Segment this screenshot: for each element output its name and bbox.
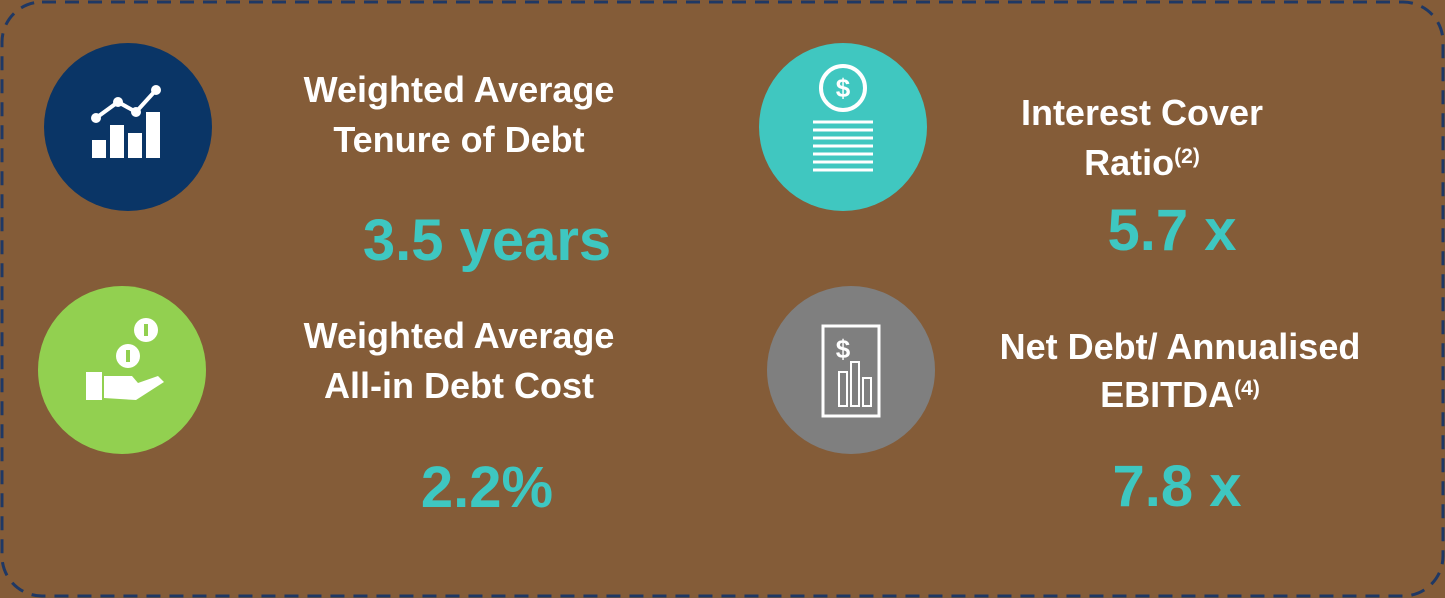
svg-text:$: $	[836, 73, 851, 103]
svg-text:$: $	[836, 334, 851, 364]
metric-value: 3.5 years	[363, 208, 611, 273]
metric-title: All-in Debt Cost	[324, 365, 594, 406]
metric-value: 2.2%	[421, 455, 553, 520]
metric-value: 7.8 x	[1113, 454, 1242, 519]
metric-title: Interest Cover	[1021, 92, 1263, 133]
report-icon: $	[767, 286, 935, 454]
metric-title: Tenure of Debt	[333, 119, 584, 160]
metric-title: Ratio(2)	[1084, 142, 1200, 183]
metric-title: Net Debt/ Annualised	[1000, 326, 1361, 367]
metric-title: Weighted Average	[304, 69, 615, 110]
metric-superscript: (2)	[1174, 145, 1200, 168]
chart-icon	[44, 43, 212, 211]
metric-superscript: (4)	[1234, 377, 1260, 400]
metric-title-line: Ratio	[1084, 142, 1174, 183]
coins-hand-icon	[38, 286, 206, 454]
metric-title: Weighted Average	[304, 315, 615, 356]
dollar-icon: $	[759, 43, 927, 211]
metric-title-line: EBITDA	[1100, 374, 1234, 415]
metric-title: EBITDA(4)	[1100, 374, 1260, 415]
metric-value: 5.7 x	[1108, 198, 1237, 263]
